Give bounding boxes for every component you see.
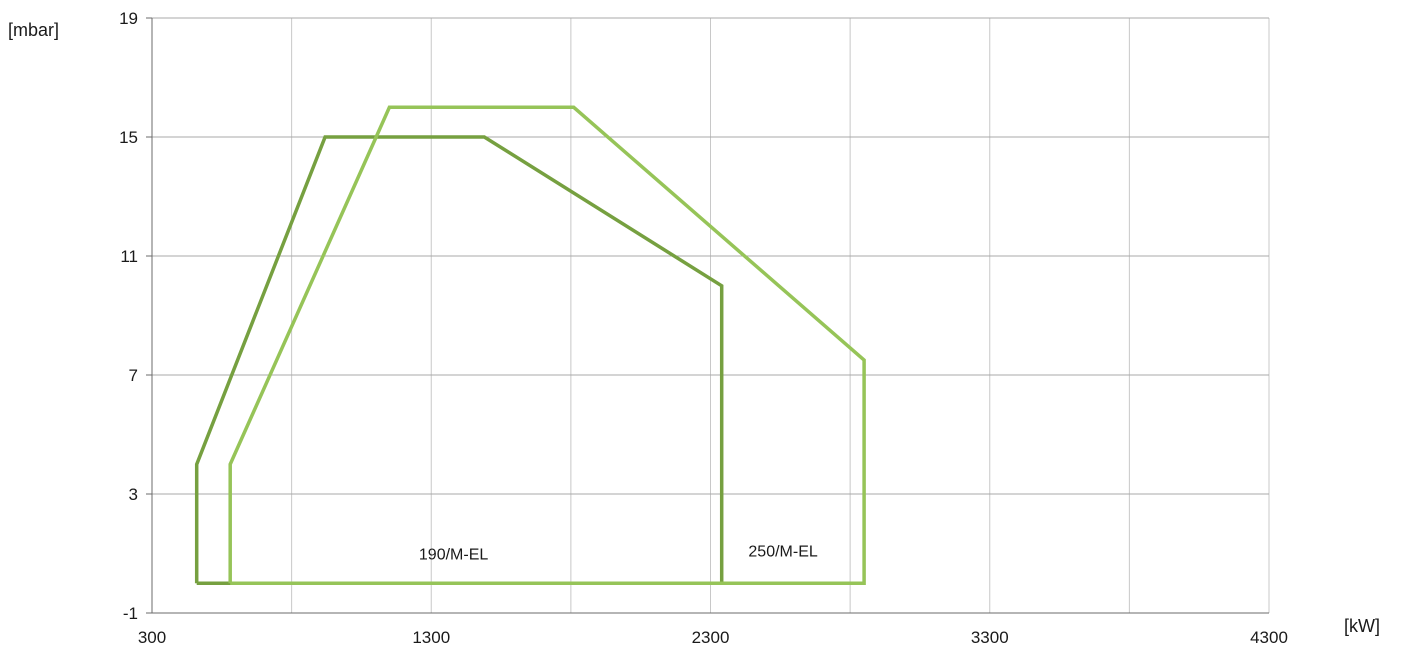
series-annotation: 190/M-EL — [419, 546, 488, 563]
series-line-250-m-el — [228, 105, 866, 586]
y-tick-label: 3 — [129, 485, 138, 504]
x-tick-label: 300 — [138, 628, 166, 646]
x-axis-label: [kW] — [1344, 616, 1380, 636]
y-tick-label: 15 — [119, 128, 138, 147]
series-annotation: 250/M-EL — [748, 543, 817, 560]
y-axis-label: [mbar] — [8, 20, 59, 40]
y-tick-label: 7 — [129, 366, 138, 385]
x-tick-label: 4300 — [1250, 628, 1288, 646]
x-tick-label: 3300 — [971, 628, 1009, 646]
labels: -1 3 7 11 15 19 300 1300 2300 3300 4300 190/M-EL 250… — [119, 9, 1288, 646]
series-layer — [194, 105, 866, 586]
x-tick-label: 2300 — [692, 628, 730, 646]
y-tick-label: 19 — [119, 9, 138, 28]
y-tick-label: -1 — [123, 604, 138, 623]
y-tick-label: 11 — [120, 247, 138, 266]
grid — [146, 17, 1270, 614]
x-tick-label: 1300 — [412, 628, 450, 646]
